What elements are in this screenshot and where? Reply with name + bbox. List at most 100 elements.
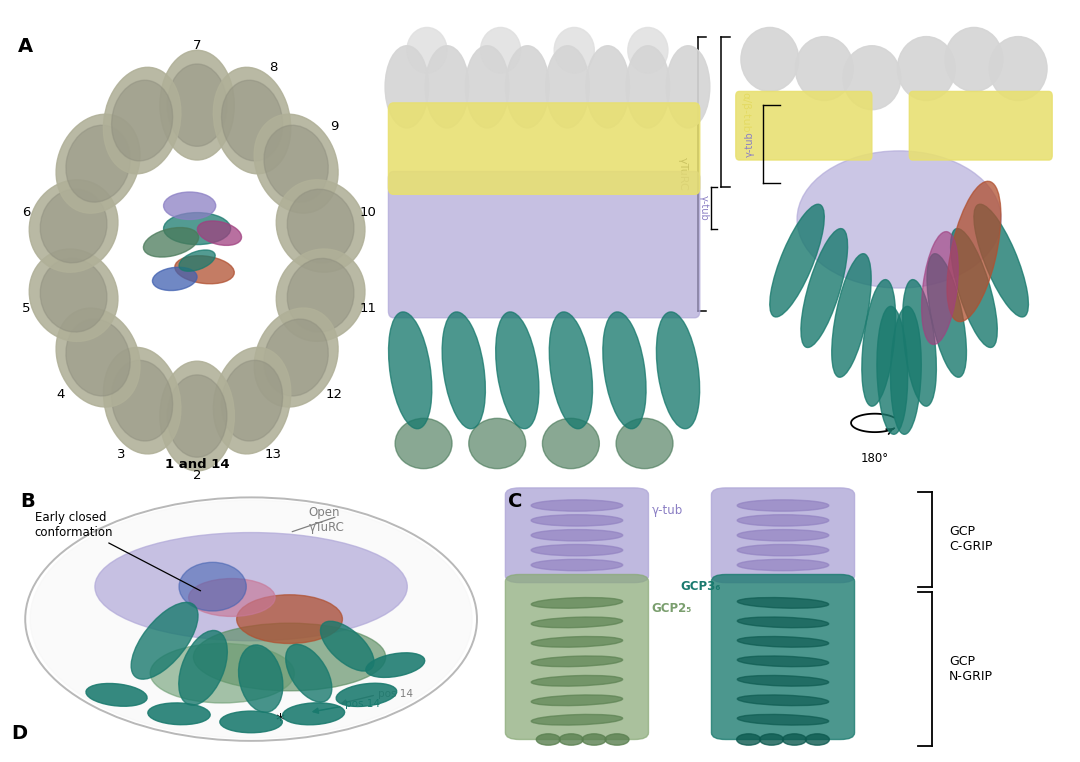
Ellipse shape bbox=[843, 46, 901, 110]
Ellipse shape bbox=[40, 258, 107, 332]
Text: *: * bbox=[275, 712, 284, 729]
Text: pos 14: pos 14 bbox=[345, 700, 380, 709]
Ellipse shape bbox=[276, 249, 365, 341]
Ellipse shape bbox=[738, 656, 828, 667]
Ellipse shape bbox=[862, 280, 895, 406]
Ellipse shape bbox=[559, 734, 583, 745]
Ellipse shape bbox=[531, 514, 623, 526]
Ellipse shape bbox=[603, 312, 646, 429]
Ellipse shape bbox=[738, 636, 828, 647]
FancyBboxPatch shape bbox=[505, 488, 648, 583]
Ellipse shape bbox=[220, 711, 282, 733]
Ellipse shape bbox=[221, 80, 283, 161]
Text: B: B bbox=[21, 492, 36, 511]
Ellipse shape bbox=[66, 125, 131, 202]
Ellipse shape bbox=[56, 308, 140, 407]
Ellipse shape bbox=[213, 347, 291, 454]
FancyBboxPatch shape bbox=[909, 91, 1052, 160]
Ellipse shape bbox=[921, 232, 958, 344]
Ellipse shape bbox=[531, 530, 623, 541]
Ellipse shape bbox=[29, 180, 118, 272]
Ellipse shape bbox=[738, 597, 828, 608]
Ellipse shape bbox=[531, 597, 623, 608]
Ellipse shape bbox=[927, 254, 967, 377]
Ellipse shape bbox=[657, 312, 700, 429]
Ellipse shape bbox=[175, 256, 234, 283]
Ellipse shape bbox=[582, 734, 606, 745]
Ellipse shape bbox=[237, 595, 342, 643]
Text: γ-tub: γ-tub bbox=[744, 131, 755, 157]
Ellipse shape bbox=[111, 360, 173, 441]
Ellipse shape bbox=[877, 306, 907, 434]
Text: 3: 3 bbox=[117, 448, 125, 461]
Ellipse shape bbox=[759, 734, 784, 745]
Ellipse shape bbox=[144, 228, 199, 257]
Ellipse shape bbox=[56, 114, 140, 213]
Ellipse shape bbox=[897, 37, 955, 101]
Text: GCP
C-GRIP: GCP C-GRIP bbox=[949, 525, 993, 553]
Text: 8: 8 bbox=[269, 60, 278, 73]
Ellipse shape bbox=[738, 545, 828, 555]
FancyBboxPatch shape bbox=[389, 103, 700, 194]
Ellipse shape bbox=[738, 617, 828, 628]
FancyBboxPatch shape bbox=[505, 575, 648, 739]
Text: Open
γTuRC: Open γTuRC bbox=[309, 505, 345, 533]
Ellipse shape bbox=[738, 695, 828, 706]
Ellipse shape bbox=[832, 254, 872, 377]
Ellipse shape bbox=[531, 617, 623, 628]
Ellipse shape bbox=[426, 46, 469, 128]
Ellipse shape bbox=[152, 267, 197, 290]
Ellipse shape bbox=[903, 280, 936, 406]
Ellipse shape bbox=[782, 734, 807, 745]
Ellipse shape bbox=[738, 500, 828, 511]
Ellipse shape bbox=[163, 192, 216, 219]
Ellipse shape bbox=[945, 27, 1003, 91]
Ellipse shape bbox=[221, 360, 283, 441]
Ellipse shape bbox=[737, 734, 760, 745]
Ellipse shape bbox=[264, 319, 328, 396]
Ellipse shape bbox=[160, 361, 234, 471]
Ellipse shape bbox=[974, 204, 1028, 317]
Ellipse shape bbox=[531, 500, 623, 511]
Text: 12: 12 bbox=[325, 388, 342, 401]
Ellipse shape bbox=[287, 189, 354, 263]
Ellipse shape bbox=[198, 221, 242, 245]
Ellipse shape bbox=[770, 204, 824, 317]
Ellipse shape bbox=[366, 653, 424, 677]
Ellipse shape bbox=[891, 306, 921, 434]
Ellipse shape bbox=[531, 656, 623, 667]
Ellipse shape bbox=[626, 46, 670, 128]
Ellipse shape bbox=[496, 312, 539, 429]
Ellipse shape bbox=[213, 67, 291, 174]
Text: γ-tub: γ-tub bbox=[699, 195, 710, 221]
Ellipse shape bbox=[40, 189, 107, 263]
Ellipse shape bbox=[554, 27, 594, 73]
Ellipse shape bbox=[505, 46, 549, 128]
Ellipse shape bbox=[542, 418, 599, 469]
Ellipse shape bbox=[741, 27, 799, 91]
Ellipse shape bbox=[801, 229, 848, 347]
Ellipse shape bbox=[666, 46, 710, 128]
Text: 5: 5 bbox=[22, 302, 30, 315]
Text: α/β-tub: α/β-tub bbox=[740, 91, 751, 133]
Ellipse shape bbox=[111, 80, 173, 161]
Ellipse shape bbox=[336, 684, 396, 706]
Ellipse shape bbox=[531, 695, 623, 706]
Ellipse shape bbox=[545, 46, 590, 128]
Text: GCP2₅: GCP2₅ bbox=[651, 602, 691, 615]
Ellipse shape bbox=[254, 114, 338, 213]
Ellipse shape bbox=[104, 347, 181, 454]
Ellipse shape bbox=[264, 125, 328, 202]
Text: 7: 7 bbox=[193, 39, 201, 53]
Text: 9: 9 bbox=[329, 120, 338, 133]
Ellipse shape bbox=[738, 514, 828, 526]
Ellipse shape bbox=[627, 27, 667, 73]
Ellipse shape bbox=[797, 151, 1001, 288]
Ellipse shape bbox=[605, 734, 629, 745]
Ellipse shape bbox=[586, 46, 630, 128]
Ellipse shape bbox=[795, 37, 853, 101]
Ellipse shape bbox=[389, 312, 432, 429]
Ellipse shape bbox=[806, 734, 829, 745]
Ellipse shape bbox=[286, 645, 332, 702]
Ellipse shape bbox=[947, 181, 1001, 322]
